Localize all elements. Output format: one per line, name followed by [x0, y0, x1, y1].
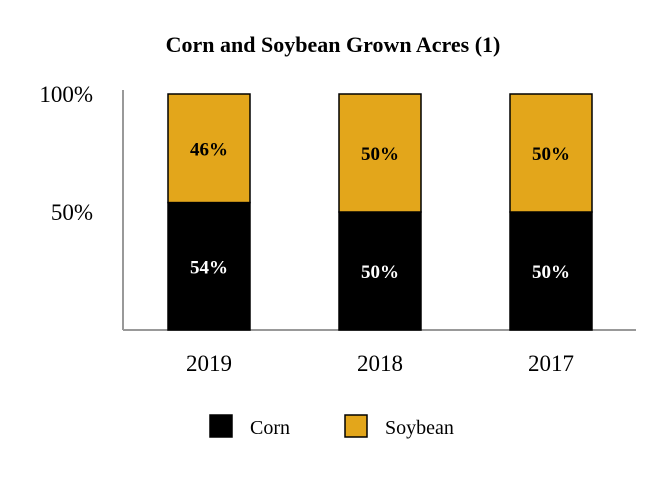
- x-axis-ticks: 2019 2018 2017: [186, 351, 574, 376]
- x-tick-label: 2017: [528, 351, 574, 376]
- chart-legend: Corn Soybean: [209, 414, 454, 439]
- x-tick-label: 2019: [186, 351, 232, 376]
- data-label-soybean-bar-2018: 50%: [361, 144, 399, 165]
- corn-bar-2017: [509, 211, 593, 331]
- corn-bar-2019: [167, 201, 251, 331]
- soybean-bar-2017: [509, 93, 593, 213]
- data-label-soybean-bar-2019: 46%: [190, 139, 228, 160]
- bar-stacks: 54% 46% 50% 50% 50% 50%: [167, 93, 593, 331]
- chart-title: Corn and Soybean Grown Acres (1): [166, 32, 501, 57]
- soybean-bar-2018: [338, 93, 422, 213]
- y-tick-label: 50%: [51, 200, 93, 225]
- data-label-soybean-bar-2017: 50%: [532, 144, 570, 165]
- legend-swatch-corn: [209, 414, 233, 438]
- legend-swatch-soybean: [344, 414, 368, 438]
- legend-label-soybean: Soybean: [385, 417, 454, 439]
- corn-bar-2018: [338, 211, 422, 331]
- y-axis-ticks: 100% 50%: [39, 82, 93, 225]
- legend-label-corn: Corn: [250, 417, 290, 439]
- data-label-corn-bar-2018: 50%: [361, 262, 399, 283]
- y-tick-label: 100%: [39, 82, 93, 107]
- soybean-bar-2019: [167, 93, 251, 204]
- data-label-corn-bar-2017: 50%: [532, 262, 570, 283]
- x-tick-label: 2018: [357, 351, 403, 376]
- data-label-corn-bar-2019: 54%: [190, 257, 228, 278]
